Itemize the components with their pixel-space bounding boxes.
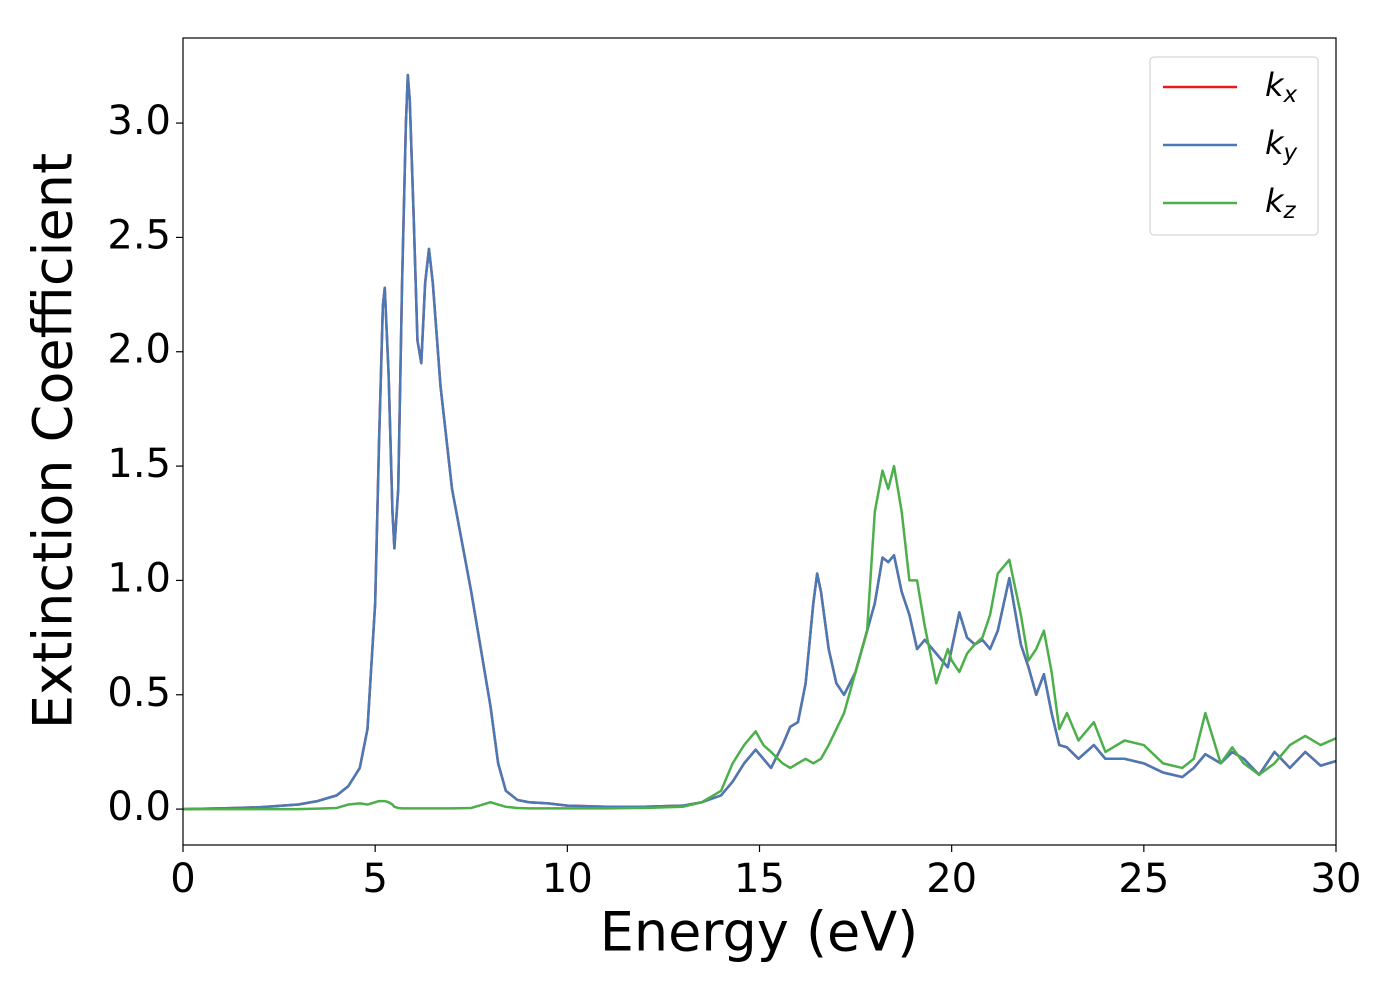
- x-tick-label: 0: [170, 856, 195, 902]
- series-line: [183, 73, 1336, 811]
- x-tick-label: 20: [926, 856, 977, 902]
- legend-label: kx: [1265, 66, 1298, 108]
- x-tick-label: 15: [734, 856, 785, 902]
- x-tick-label: 30: [1311, 856, 1362, 902]
- series-line: [183, 464, 1336, 811]
- y-tick-label: 0.0: [107, 784, 171, 830]
- y-tick-label: 2.0: [107, 327, 171, 373]
- legend-label: kz: [1265, 182, 1297, 224]
- x-axis-label: Energy (eV): [600, 901, 919, 964]
- y-tick-label: 3.0: [107, 98, 171, 144]
- y-tick-label: 1.5: [107, 441, 171, 487]
- y-tick-label: 1.0: [107, 555, 171, 601]
- y-axis-label: Extinction Coefficient: [22, 153, 85, 729]
- plot-frame: [182, 37, 1337, 846]
- x-tick-label: 10: [542, 856, 593, 902]
- x-tick-label: 5: [362, 856, 387, 902]
- legend-label: ky: [1265, 124, 1298, 166]
- y-tick-label: 2.5: [107, 212, 171, 258]
- y-tick-label: 0.5: [107, 670, 171, 716]
- x-tick-label: 25: [1118, 856, 1169, 902]
